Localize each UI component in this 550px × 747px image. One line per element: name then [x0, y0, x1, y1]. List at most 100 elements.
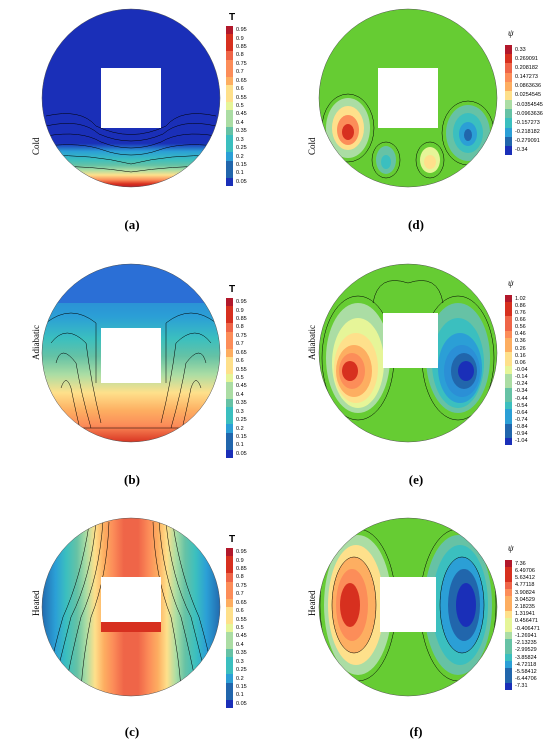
legend-tick-label: 0.2: [236, 425, 244, 432]
legend-swatch: [226, 449, 233, 459]
legend-tick-label: 0.75: [236, 332, 247, 339]
legend-tick-label: 0.95: [236, 549, 247, 556]
legend-swatch: [226, 26, 233, 35]
caption-f: (f): [409, 724, 423, 739]
legend-swatch: [505, 295, 512, 303]
legend-title: ψ: [508, 28, 514, 38]
legend-swatch: [226, 101, 233, 111]
legend-swatch: [226, 152, 233, 162]
legend-swatch: [226, 306, 233, 316]
legend-swatch: [505, 588, 512, 597]
legend-swatch: [505, 682, 512, 691]
legend-title: T: [229, 534, 236, 545]
legend-swatch: [505, 617, 512, 626]
legend-swatch: [226, 390, 233, 400]
legend-tick-label: 3.90824: [515, 589, 535, 596]
legend-swatch: [505, 45, 512, 55]
legend-swatch: [505, 430, 512, 439]
legend-tick-label: 0.0254545: [515, 92, 541, 99]
legend-swatch: [226, 382, 233, 392]
legend-swatch: [505, 337, 512, 346]
legend-tick-label: 0.15: [236, 683, 247, 690]
legend-swatch: [505, 316, 512, 325]
legend-tick-label: -0.94: [515, 431, 528, 438]
legend-tick-label: -0.74: [515, 417, 528, 423]
legend-tick-label: 0.6: [236, 608, 244, 615]
legend-swatch: [226, 573, 233, 583]
legend-swatch: [226, 365, 233, 375]
legend-tick-label: 0.2: [236, 675, 244, 682]
panel-d-cold-streamfunction: [318, 8, 498, 188]
legend-tick-label: 0.05: [236, 178, 247, 185]
legend-tick-label: -7.31: [515, 683, 528, 690]
legend-tick-label: 0.9: [236, 35, 244, 42]
legend-tick-label: 0.33: [515, 46, 526, 53]
legend-tick-label: 0.55: [236, 94, 247, 101]
legend-tick-label: 0.8: [236, 574, 244, 581]
legend-tick-label: -0.406471: [515, 625, 540, 632]
legend-tick-label: 0.45: [236, 633, 247, 640]
legend-swatch: [505, 639, 512, 648]
legend-tick-label: 5.63412: [515, 575, 535, 582]
legend-swatch: [505, 409, 512, 417]
legend-swatch: [505, 560, 512, 568]
legend-swatch: [505, 81, 512, 92]
legend-swatch: [226, 623, 233, 633]
legend-tick-label: 0.16: [515, 352, 526, 359]
row-label-heated-right: Heated: [307, 590, 317, 616]
legend-tick-label: -0.218182: [515, 129, 540, 136]
legend-swatch: [505, 136, 512, 147]
legend-swatch: [505, 302, 512, 310]
legend-tick-label: 7.36: [515, 560, 526, 567]
legend-title: T: [229, 12, 236, 23]
legend-tick-label: 0.2: [236, 153, 244, 160]
legend-swatch: [226, 606, 233, 616]
panel-c-heated-temperature: [41, 517, 221, 697]
legend-tick-label: 0.85: [236, 44, 247, 51]
legend-swatch: [226, 340, 233, 349]
legend-tick-label: -3.85824: [515, 654, 537, 661]
legend-swatch: [505, 118, 512, 128]
legend-swatch: [505, 596, 512, 604]
legend-swatch: [505, 90, 512, 101]
legend-tick-label: 0.4: [236, 391, 244, 398]
legend-swatch: [226, 632, 233, 642]
legend-tick-label: 0.25: [236, 417, 247, 424]
legend-swatch: [226, 581, 233, 591]
legend-swatch: [505, 675, 512, 684]
legend-swatch: [226, 143, 233, 153]
legend-swatch: [226, 682, 233, 692]
legend-swatch: [226, 432, 233, 442]
legend-swatch: [226, 399, 233, 408]
legend-tick-label: 0.8: [236, 324, 244, 331]
legend-tick-label: 2.18235: [515, 603, 535, 610]
legend-swatch: [505, 72, 512, 83]
legend-tick-label: 0.95: [236, 299, 247, 306]
legend-swatch: [226, 590, 233, 599]
legend-swatch: [505, 567, 512, 575]
legend-tick-label: 0.55: [236, 366, 247, 373]
legend-tick-label: 0.5: [236, 375, 244, 381]
legend-swatch: [505, 127, 512, 138]
legend-tick-label: 0.35: [236, 650, 247, 657]
legend-swatch: [505, 661, 512, 669]
legend-tick-label: -0.0963636: [515, 110, 543, 117]
legend-tick-label: 0.36: [515, 338, 526, 345]
legend-swatch: [226, 42, 233, 52]
legend-tick-label: 0.45: [236, 383, 247, 390]
legend-title: ψ: [508, 278, 514, 288]
legend-tick-label: 0.35: [236, 400, 247, 407]
legend-swatch: [226, 441, 233, 451]
legend-tick-label: -0.04: [515, 367, 528, 373]
legend-tick-label: -0.84: [515, 424, 528, 431]
legend-tick-label: -1.04: [515, 438, 528, 445]
legend-temperature-c: T 0.95 0.9 0.85 0.8 0.75 0.7 0.65 0.6 0.55 0.5 0.4…: [226, 534, 266, 709]
legend-swatch: [226, 118, 233, 128]
legend-swatch: [505, 63, 512, 73]
legend-tick-label: 0.147273: [515, 74, 538, 81]
legend-swatch: [226, 348, 233, 358]
legend-tick-label: 0.7: [236, 591, 244, 598]
legend-swatch: [505, 366, 512, 375]
legend-swatch: [505, 309, 512, 317]
legend-swatch: [226, 424, 233, 434]
